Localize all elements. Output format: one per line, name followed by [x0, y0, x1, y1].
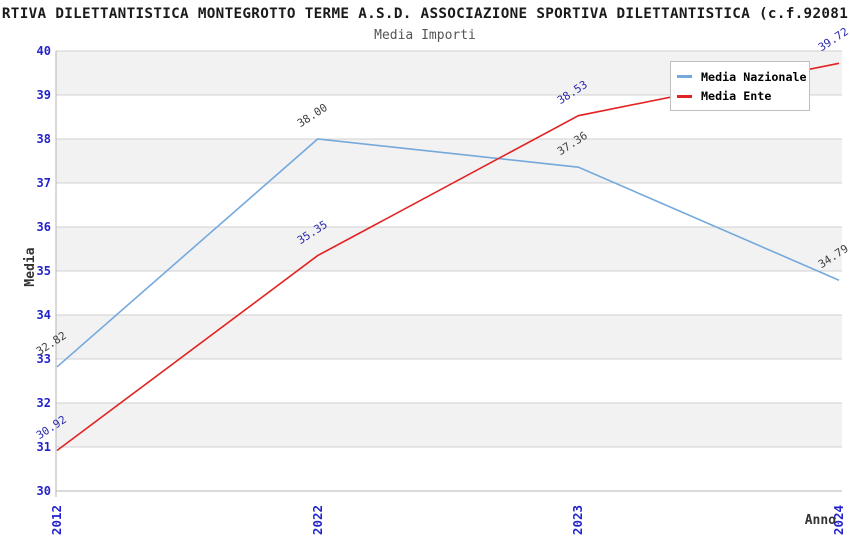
plot-band — [56, 403, 842, 447]
x-tick-label: 2024 — [831, 504, 846, 536]
chart-subtitle: Media Importi — [374, 28, 476, 43]
legend: Media Nazionale Media Ente — [670, 61, 810, 111]
y-tick-label: 34 — [36, 308, 51, 322]
y-tick-label: 36 — [36, 220, 51, 234]
x-tick-label: 2012 — [49, 504, 64, 536]
y-tick-label: 40 — [36, 44, 51, 58]
series-line-media-nazionale — [56, 138, 840, 368]
legend-item-media-ente: Media Ente — [677, 89, 801, 103]
x-tick-label: 2022 — [309, 504, 325, 536]
y-tick-label: 37 — [36, 176, 51, 190]
y-tick-label: 33 — [36, 352, 51, 366]
plot-band — [56, 227, 842, 271]
y-tick-label: 35 — [36, 264, 51, 278]
y-tick-label: 32 — [36, 396, 51, 410]
plot-band — [56, 315, 842, 359]
x-tick-label: 2023 — [570, 504, 586, 536]
legend-label: Media Ente — [701, 89, 772, 104]
y-tick-label: 38 — [36, 132, 51, 146]
plot-band — [56, 139, 842, 183]
y-axis-label: Media — [23, 247, 38, 287]
y-tick-label: 39 — [36, 88, 51, 102]
y-tick-label: 31 — [36, 440, 51, 454]
y-tick-label: 30 — [36, 484, 51, 498]
chart-title: RTIVA DILETTANTISTICA MONTEGROTTO TERME … — [1, 6, 849, 22]
legend-line-icon-blue — [677, 75, 692, 79]
legend-label: Media Nazionale — [701, 69, 807, 84]
legend-item-media-nazionale: Media Nazionale — [677, 70, 807, 84]
legend-line-icon-red — [677, 94, 692, 98]
x-axis-label: Anno — [804, 513, 836, 528]
